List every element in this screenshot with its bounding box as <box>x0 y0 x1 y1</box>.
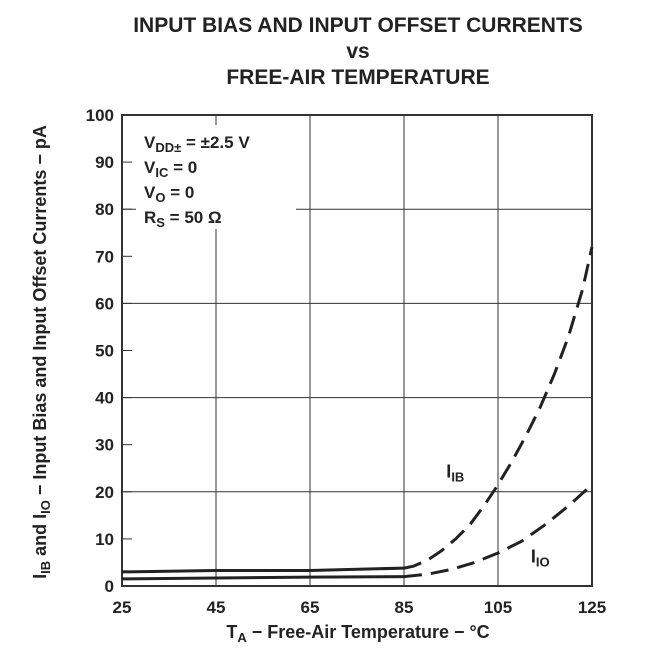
x-tick-label: 85 <box>395 598 414 617</box>
x-axis-label: TA − Free-Air Temperature − °C <box>226 622 489 645</box>
chart-title-line-1: INPUT BIAS AND INPUT OFFSET CURRENTS <box>133 14 583 37</box>
condition-line: VIC = 0 <box>144 158 197 180</box>
condition-main: V <box>144 158 156 177</box>
condition-sub: O <box>155 190 165 205</box>
chart-title-line-3: FREE-AIR TEMPERATURE <box>226 66 489 89</box>
condition-main: V <box>144 133 156 152</box>
chart-title: INPUT BIAS AND INPUT OFFSET CURRENTS vs … <box>133 14 583 89</box>
y-tick-label: 40 <box>95 389 114 408</box>
x-axis-label-sub: A <box>237 630 247 645</box>
series-label-main: I <box>531 546 536 566</box>
condition-line: VDD± = ±2.5 V <box>144 133 250 155</box>
x-axis-label-rest: − Free-Air Temperature − °C <box>247 622 490 642</box>
series-label-main: I <box>446 462 451 482</box>
series-label-sub: IO <box>536 554 550 569</box>
condition-sub: S <box>156 215 165 230</box>
y-tick-label: 20 <box>95 483 114 502</box>
y-tick-label: 0 <box>105 577 114 596</box>
y-tick-label: 100 <box>86 106 114 125</box>
y-axis-label: IIB and IIO − Input Bias and Input Offse… <box>30 125 53 579</box>
condition-rest: = ±2.5 V <box>181 133 250 152</box>
condition-rest: = 0 <box>168 158 197 177</box>
y-axis-label-p1: I <box>30 574 50 579</box>
y-tick-label: 30 <box>95 436 114 455</box>
condition-main: V <box>144 183 156 202</box>
y-axis-label-s1: IB <box>38 561 53 574</box>
y-axis-ticks: 0 10 20 30 40 50 60 70 80 90 100 <box>86 106 132 596</box>
condition-rest: = 50 Ω <box>165 208 222 227</box>
x-tick-label: 45 <box>207 598 226 617</box>
series-io-label: IIO <box>531 546 550 569</box>
x-tick-label: 25 <box>113 598 132 617</box>
series-ib-dashed-line <box>403 246 594 570</box>
y-tick-label: 90 <box>95 153 114 172</box>
series-label-sub: IB <box>451 470 464 485</box>
x-tick-label: 65 <box>301 598 320 617</box>
series-ib-solid-line <box>121 566 405 574</box>
condition-line: RS = 50 Ω <box>144 208 222 230</box>
series-io-solid-line <box>121 575 405 581</box>
condition-line: VO = 0 <box>144 183 194 205</box>
condition-sub: DD± <box>155 140 181 155</box>
condition-main: R <box>144 208 156 227</box>
grid <box>122 115 592 586</box>
y-tick-label: 50 <box>95 342 114 361</box>
y-tick-label: 60 <box>95 294 114 313</box>
chart-title-line-2: vs <box>346 40 369 63</box>
x-axis-label-main: T <box>226 622 237 642</box>
x-axis-ticks: 25 45 65 85 105 125 <box>113 598 607 617</box>
conditions-box-bg <box>136 125 296 229</box>
series-io-dashed-line <box>403 483 594 579</box>
series-ib-label: IIB <box>446 462 464 485</box>
y-tick-label: 70 <box>95 247 114 266</box>
x-tick-label: 105 <box>484 598 512 617</box>
series-layer <box>121 246 594 581</box>
x-tick-label: 125 <box>578 598 606 617</box>
y-axis-label-p2: and I <box>30 514 50 561</box>
y-tick-label: 10 <box>95 530 114 549</box>
y-tick-label: 80 <box>95 200 114 219</box>
y-axis-label-rest: − Input Bias and Input Offset Currents −… <box>30 125 50 500</box>
condition-rest: = 0 <box>165 183 194 202</box>
y-axis-label-s2: IO <box>38 500 53 514</box>
condition-sub: IC <box>155 165 169 180</box>
